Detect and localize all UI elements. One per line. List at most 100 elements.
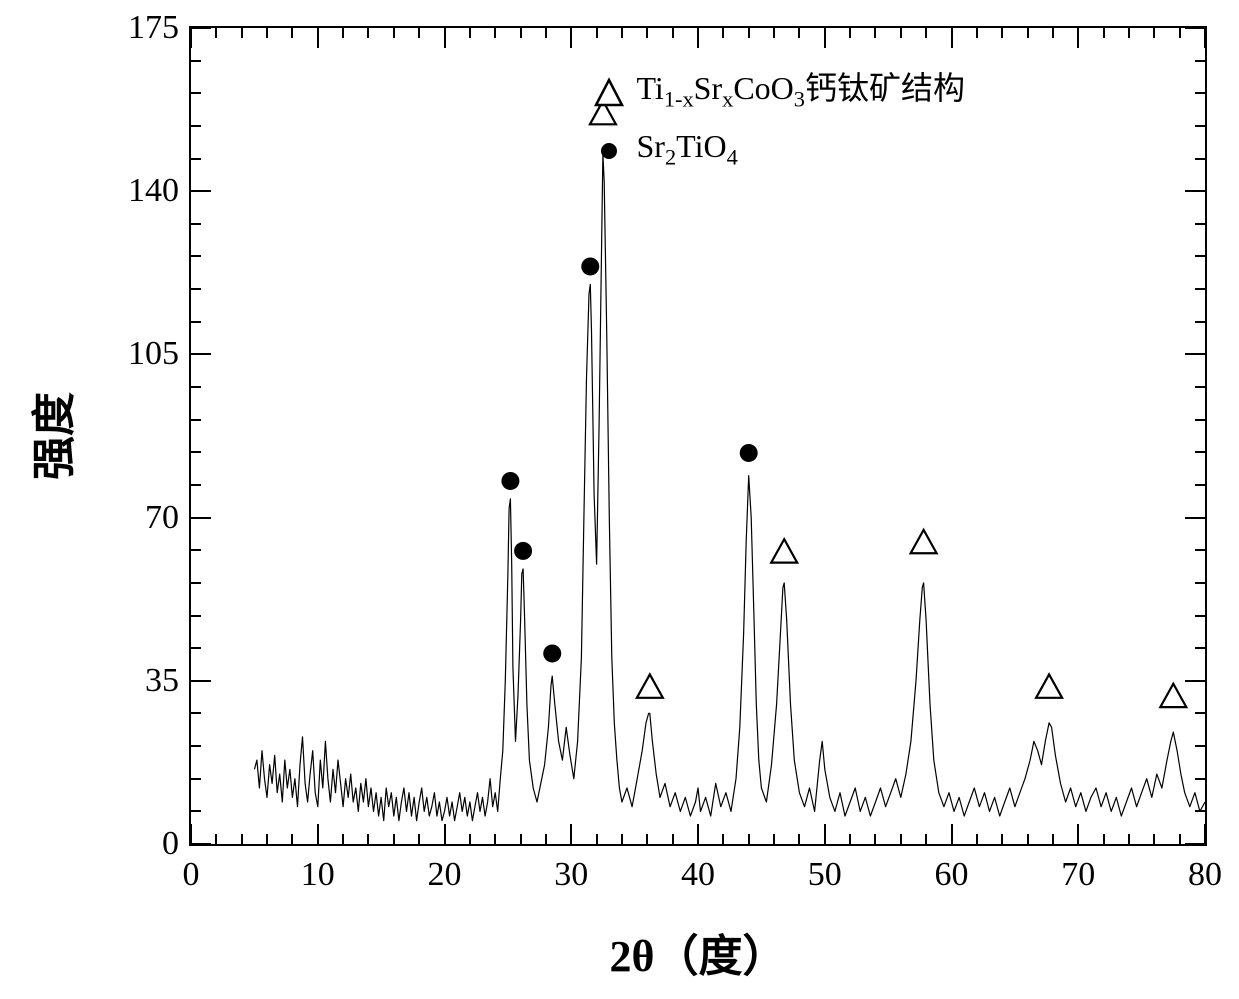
x-minor-tick <box>418 834 420 844</box>
x-tick-top <box>951 28 953 48</box>
y-minor-tick <box>191 712 201 714</box>
peak-marker-dot <box>581 257 599 275</box>
xrd-chart: 强度 2θ（度） Ti1-xSrxCoO3钙钛矿结构 Sr2TiO4 0 10 20… <box>0 0 1239 999</box>
x-minor-tick <box>367 834 369 844</box>
y-axis-label: 强度 <box>18 392 82 480</box>
y-minor-tick <box>191 615 201 617</box>
x-tick-label: 20 <box>428 856 462 894</box>
x-tick-label: 0 <box>183 856 200 894</box>
y-tick-label: 35 <box>79 662 179 700</box>
x-tick <box>570 824 572 844</box>
x-minor-tick <box>621 834 623 844</box>
y-minor-tick-right <box>1195 386 1205 388</box>
y-tick-label: 140 <box>79 172 179 210</box>
x-minor-tick-top <box>900 28 902 38</box>
y-tick <box>191 190 211 192</box>
y-tick-right <box>1185 27 1205 29</box>
y-minor-tick-right <box>1195 158 1205 160</box>
legend-label-perovskite: Ti1-xSrxCoO3钙钛矿结构 <box>637 64 966 116</box>
x-minor-tick <box>596 834 598 844</box>
y-minor-tick-right <box>1195 223 1205 225</box>
x-minor-tick-top <box>798 28 800 38</box>
y-minor-tick-right <box>1195 60 1205 62</box>
x-minor-tick <box>215 834 217 844</box>
x-minor-tick <box>1179 834 1181 844</box>
y-minor-tick-right <box>1195 288 1205 290</box>
x-tick-top <box>1204 28 1206 48</box>
y-minor-tick-right <box>1195 778 1205 780</box>
x-tick-top <box>1077 28 1079 48</box>
x-tick-label: 60 <box>935 856 969 894</box>
x-minor-tick <box>773 834 775 844</box>
y-minor-tick-right <box>1195 451 1205 453</box>
y-minor-tick-right <box>1195 712 1205 714</box>
y-tick-right <box>1185 190 1205 192</box>
y-minor-tick-right <box>1195 92 1205 94</box>
y-minor-tick <box>191 60 201 62</box>
y-minor-tick-right <box>1195 615 1205 617</box>
x-tick <box>1204 824 1206 844</box>
x-tick <box>1077 824 1079 844</box>
legend: Ti1-xSrxCoO3钙钛矿结构 Sr2TiO4 <box>593 64 966 180</box>
y-tick-right <box>1185 680 1205 682</box>
x-minor-tick <box>469 834 471 844</box>
legend-label-sr2tio4: Sr2TiO4 <box>637 122 738 174</box>
x-minor-tick-top <box>1052 28 1054 38</box>
x-minor-tick-top <box>1179 28 1181 38</box>
y-minor-tick-right <box>1195 582 1205 584</box>
y-minor-tick <box>191 92 201 94</box>
x-minor-tick <box>1153 834 1155 844</box>
x-minor-tick <box>748 834 750 844</box>
x-minor-tick-top <box>1001 28 1003 38</box>
x-minor-tick-top <box>266 28 268 38</box>
y-minor-tick <box>191 255 201 257</box>
x-minor-tick <box>900 834 902 844</box>
peak-marker-dot <box>543 644 561 662</box>
x-minor-tick-top <box>925 28 927 38</box>
peak-marker-triangle <box>911 530 937 553</box>
x-tick-top <box>570 28 572 48</box>
triangle-open-icon <box>593 74 625 106</box>
y-minor-tick-right <box>1195 419 1205 421</box>
y-minor-tick-right <box>1195 549 1205 551</box>
x-minor-tick <box>291 834 293 844</box>
legend-row-perovskite: Ti1-xSrxCoO3钙钛矿结构 <box>593 64 966 116</box>
x-minor-tick <box>342 834 344 844</box>
x-minor-tick-top <box>773 28 775 38</box>
peak-marker-triangle <box>1036 674 1062 697</box>
peak-marker-triangle <box>637 674 663 697</box>
x-tick-label: 70 <box>1061 856 1095 894</box>
y-tick-right <box>1185 353 1205 355</box>
x-minor-tick-top <box>1103 28 1105 38</box>
y-tick <box>191 517 211 519</box>
x-minor-tick-top <box>1128 28 1130 38</box>
y-minor-tick-right <box>1195 745 1205 747</box>
x-minor-tick <box>241 834 243 844</box>
x-axis-label: 2θ（度） <box>610 920 787 984</box>
peak-marker-dot <box>514 542 532 560</box>
x-minor-tick <box>1001 834 1003 844</box>
x-tick-label: 50 <box>808 856 842 894</box>
y-tick-right <box>1185 517 1205 519</box>
y-minor-tick <box>191 484 201 486</box>
y-minor-tick <box>191 549 201 551</box>
x-tick-label: 10 <box>301 856 335 894</box>
y-minor-tick <box>191 647 201 649</box>
y-minor-tick <box>191 288 201 290</box>
x-minor-tick-top <box>241 28 243 38</box>
x-minor-tick-top <box>215 28 217 38</box>
x-tick <box>444 824 446 844</box>
y-minor-tick-right <box>1195 255 1205 257</box>
x-minor-tick-top <box>672 28 674 38</box>
x-minor-tick-top <box>748 28 750 38</box>
y-minor-tick <box>191 810 201 812</box>
plot-area: Ti1-xSrxCoO3钙钛矿结构 Sr2TiO4 <box>189 26 1207 846</box>
y-minor-tick <box>191 125 201 127</box>
y-tick-label: 175 <box>79 9 179 47</box>
y-tick-label: 105 <box>79 335 179 373</box>
x-minor-tick <box>874 834 876 844</box>
x-minor-tick-top <box>494 28 496 38</box>
x-minor-tick-top <box>976 28 978 38</box>
x-minor-tick <box>925 834 927 844</box>
x-tick-label: 30 <box>554 856 588 894</box>
